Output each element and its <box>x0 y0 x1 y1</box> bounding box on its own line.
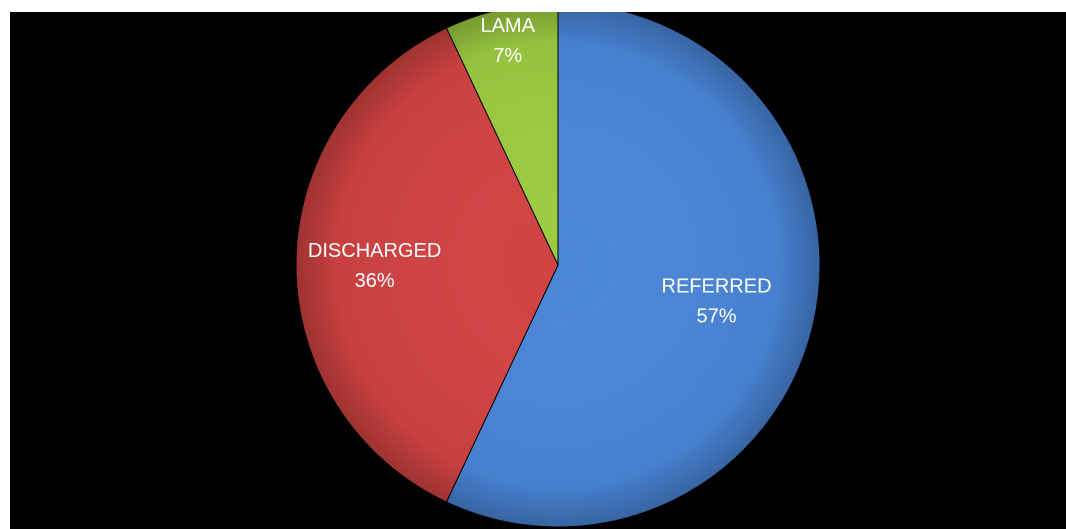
slice-value-lama: 7% <box>493 45 522 67</box>
slice-value-discharged: 36% <box>355 270 395 292</box>
slice-label-referred: REFERRED <box>662 275 772 297</box>
slice-value-referred: 57% <box>697 305 737 327</box>
pie-chart: REFERRED 57% DISCHARGED 36% LAMA 7% <box>295 12 821 528</box>
chart-area: REFERRED 57% DISCHARGED 36% LAMA 7% <box>10 12 1066 529</box>
slice-label-lama: LAMA <box>480 15 535 37</box>
pie-labels: REFERRED 57% DISCHARGED 36% LAMA 7% <box>308 15 772 327</box>
slice-label-discharged: DISCHARGED <box>308 240 441 262</box>
